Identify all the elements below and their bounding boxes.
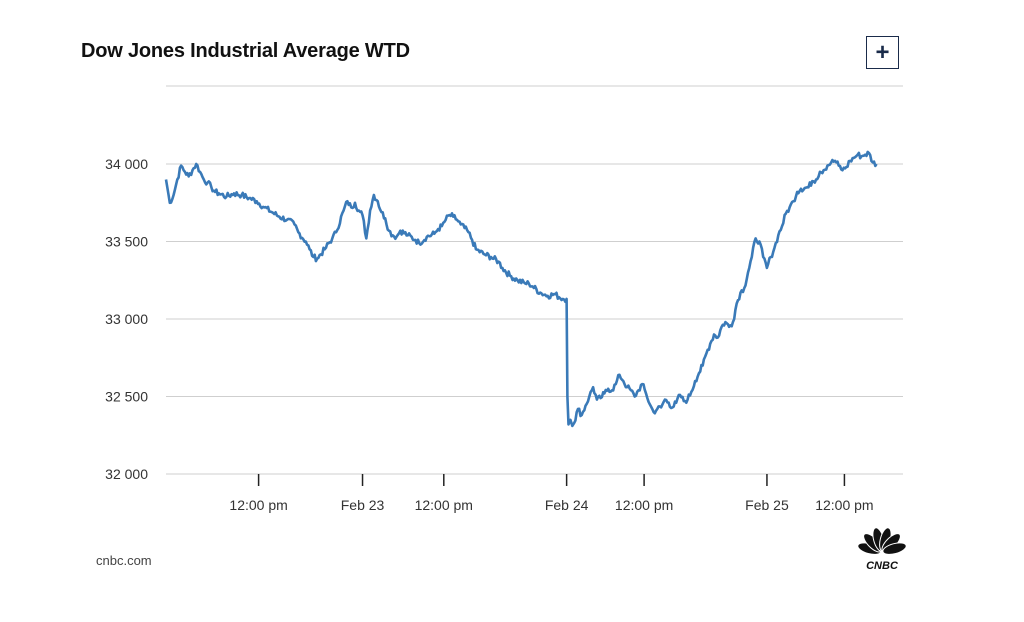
- y-tick-label: 32 500: [105, 389, 148, 405]
- x-tick-label: 12:00 pm: [415, 497, 473, 513]
- x-tick-label: 12:00 pm: [815, 497, 873, 513]
- logo-text: CNBC: [866, 560, 899, 572]
- y-tick-label: 34 000: [105, 156, 148, 172]
- y-tick-label: 32 000: [105, 466, 148, 482]
- y-tick-label: 33 000: [105, 311, 148, 327]
- x-tick-label: 12:00 pm: [615, 497, 673, 513]
- y-tick-label: 33 500: [105, 234, 148, 250]
- cnbc-peacock-logo: CNBC: [857, 527, 907, 572]
- feather-green-icon: [882, 542, 907, 555]
- chart-title: Dow Jones Industrial Average WTD: [81, 40, 410, 62]
- grid-layer: [166, 163, 903, 475]
- expand-button[interactable]: +: [866, 36, 899, 69]
- x-tick-label: 12:00 pm: [229, 497, 287, 513]
- x-tick-label: Feb 25: [745, 497, 789, 513]
- x-axis: 12:00 pm Feb 23 12:00 pm Feb 24 12:00 pm Feb …: [229, 474, 874, 513]
- y-axis: 34 000 33 500 33 000 32 500 32 000: [105, 156, 148, 482]
- x-tick-label: Feb 24: [545, 497, 589, 513]
- source-label: cnbc.com: [96, 553, 152, 568]
- series-line-dow-jones: [164, 150, 878, 428]
- x-tick-label: Feb 23: [341, 497, 385, 513]
